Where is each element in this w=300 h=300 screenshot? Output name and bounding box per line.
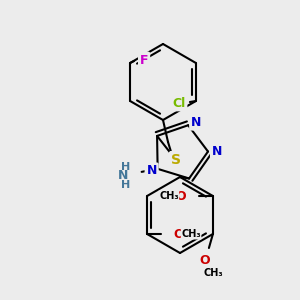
Text: CH₃: CH₃ (159, 191, 179, 201)
Text: N: N (191, 116, 201, 129)
Text: O: O (200, 254, 210, 268)
Text: CH₃: CH₃ (181, 229, 201, 239)
Text: N: N (146, 164, 157, 177)
Text: F: F (140, 53, 148, 67)
Text: CH₃: CH₃ (203, 268, 223, 278)
Text: Cl: Cl (172, 97, 185, 110)
Text: H: H (121, 162, 130, 172)
Text: O: O (176, 190, 186, 202)
Text: N: N (118, 169, 128, 182)
Text: N: N (212, 145, 222, 158)
Text: H: H (121, 180, 130, 190)
Text: O: O (174, 227, 184, 241)
Text: S: S (171, 153, 181, 167)
